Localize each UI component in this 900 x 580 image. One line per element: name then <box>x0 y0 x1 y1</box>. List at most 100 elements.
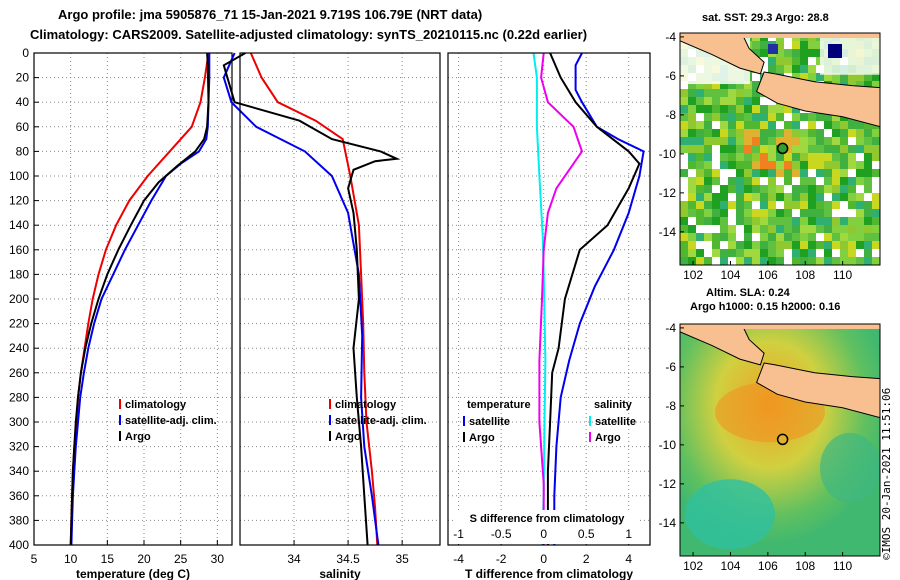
sst-cell <box>752 153 760 161</box>
s-axis-bg <box>453 510 637 544</box>
sst-cell <box>688 249 696 257</box>
sst-cell <box>792 209 800 217</box>
sst-cell <box>840 217 848 225</box>
sst-cell <box>744 137 752 145</box>
sst-cell <box>816 233 824 241</box>
s-tick-label: 0 <box>540 527 547 541</box>
sst-cell <box>744 105 752 113</box>
sst-cell <box>792 241 800 249</box>
sst-cell <box>848 137 856 145</box>
sst-cell <box>800 241 808 249</box>
sst-cell <box>688 209 696 217</box>
sst-cell <box>712 185 720 193</box>
sst-cell <box>808 153 816 161</box>
sst-cell <box>696 105 704 113</box>
sst-cell <box>720 129 728 137</box>
sst-cell <box>696 185 704 193</box>
map-x-tick-label: 102 <box>683 559 703 573</box>
sst-cell <box>736 97 744 105</box>
sst-cell <box>696 217 704 225</box>
sst-cell <box>848 121 856 129</box>
sst-cell <box>760 113 768 121</box>
sst-cell <box>704 113 712 121</box>
sst-cell <box>752 201 760 209</box>
legend-label: Argo <box>335 431 361 443</box>
sst-cell <box>816 73 824 81</box>
sst-cell <box>800 185 808 193</box>
sst-cell <box>712 249 720 257</box>
sst-cell <box>680 161 688 169</box>
sst-cell <box>712 161 720 169</box>
sst-cell <box>848 193 856 201</box>
y-tick-label: 120 <box>9 194 29 208</box>
x-tick-label: -2 <box>496 552 507 566</box>
sst-cell <box>840 249 848 257</box>
sst-cell <box>752 41 760 49</box>
x-tick-label: 25 <box>174 552 188 566</box>
series-satellite-adj-clim- <box>222 52 380 546</box>
sst-cell <box>776 209 784 217</box>
sst-cell <box>824 225 832 233</box>
sst-cell <box>760 129 768 137</box>
sst-cell <box>856 137 864 145</box>
sst-cell <box>792 225 800 233</box>
sst-cell <box>728 241 736 249</box>
sst-cell <box>720 121 728 129</box>
sst-cell <box>848 81 856 89</box>
sst-cell <box>736 217 744 225</box>
sst-cell <box>736 201 744 209</box>
java-land <box>755 71 880 128</box>
x-tick-label: 10 <box>64 552 78 566</box>
sst-cell <box>832 161 840 169</box>
sst-cell <box>864 169 872 177</box>
sst-cell <box>808 241 816 249</box>
argo-position-marker <box>776 142 789 155</box>
sst-cell <box>824 113 832 121</box>
sst-cell <box>832 129 840 137</box>
sst-cell <box>792 137 800 145</box>
y-tick-label: 240 <box>9 341 29 355</box>
sst-cell <box>712 121 720 129</box>
sst-cell <box>752 209 760 217</box>
sst-cell <box>856 145 864 153</box>
sst-cell <box>760 97 768 105</box>
sst-cell <box>808 113 816 121</box>
plot-frame <box>447 52 651 546</box>
sst-cell <box>768 161 776 169</box>
sst-cell <box>832 137 840 145</box>
sst-cell <box>680 193 688 201</box>
sst-cell <box>872 233 880 241</box>
x-tick-label: 20 <box>137 552 151 566</box>
sst-cell <box>808 169 816 177</box>
sst-cell <box>728 185 736 193</box>
sst-cell <box>768 177 776 185</box>
sst-cell <box>840 185 848 193</box>
sst-cell <box>800 121 808 129</box>
sst-cell <box>768 113 776 121</box>
map-y-tick-label: -12 <box>659 477 677 491</box>
sst-cell <box>680 241 688 249</box>
sst-cell <box>808 49 816 57</box>
sst-cell <box>832 153 840 161</box>
sst-cell <box>768 233 776 241</box>
y-tick-label: 320 <box>9 440 29 454</box>
sst-cell <box>872 201 880 209</box>
sst-cell <box>712 193 720 201</box>
sst-cell <box>736 81 744 89</box>
sst-cell <box>872 241 880 249</box>
sst-cell <box>712 137 720 145</box>
sst-cell <box>720 193 728 201</box>
sst-cell <box>872 249 880 257</box>
map-frame <box>679 323 881 557</box>
sst-cell <box>856 209 864 217</box>
map-x-tick-label: 110 <box>833 268 852 282</box>
sst-cell <box>864 161 872 169</box>
sst-cell <box>856 201 864 209</box>
series-t-satellite <box>553 52 645 545</box>
sst-cell <box>848 241 856 249</box>
sst-cell <box>864 81 872 89</box>
sst-cell <box>704 129 712 137</box>
sst-cell <box>696 121 704 129</box>
sst-cell <box>776 241 784 249</box>
sst-cell <box>688 121 696 129</box>
